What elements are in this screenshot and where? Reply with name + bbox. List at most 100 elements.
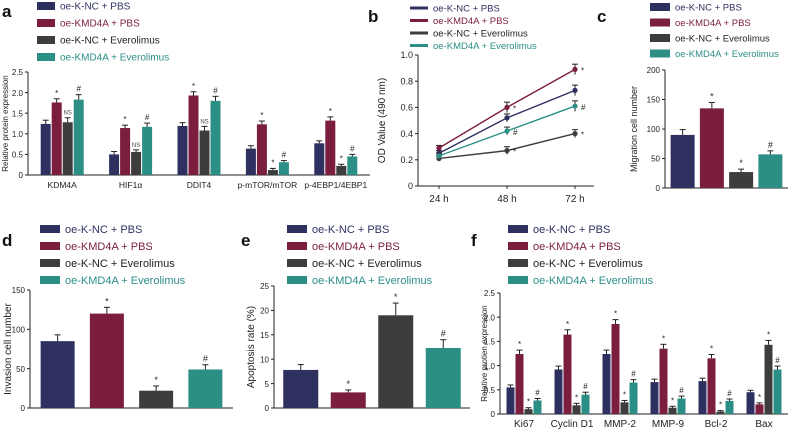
bar-kdm4a-s4 xyxy=(73,99,84,175)
y-tick-label: 0.5 xyxy=(12,151,24,160)
bar-ki67-s3 xyxy=(524,409,533,414)
bar-mmp-2-s3 xyxy=(620,402,629,414)
legend-swatch-2 xyxy=(37,19,55,27)
bar-bax-s3 xyxy=(764,344,773,414)
bar-bax-s2 xyxy=(755,404,764,414)
data-point xyxy=(504,148,510,154)
significance-mark: * xyxy=(154,375,158,385)
data-point xyxy=(436,153,442,159)
y-tick-label: 2.5 xyxy=(484,289,496,298)
legend-swatch-3 xyxy=(410,31,428,35)
legend-a: oe-K-NC + PBS oe-KMD4A + PBS oe-K-NC + Eve… xyxy=(37,2,169,64)
bar-hif1--s2 xyxy=(120,128,131,175)
legend-label-2: oe-KMD4A + PBS xyxy=(533,241,621,253)
significance-mark: * xyxy=(340,154,343,163)
legend-swatch-1 xyxy=(287,225,307,233)
bar-hif1--s1 xyxy=(109,154,120,175)
data-point xyxy=(572,87,578,93)
y-tick-label: 100 xyxy=(647,125,661,134)
x-tick-label: DDIT4 xyxy=(187,180,212,190)
significance-mark: # xyxy=(775,356,780,365)
legend-label-3: oe-K-NC + Everolimus xyxy=(65,258,175,270)
legend-swatch-1 xyxy=(40,225,60,233)
bar-group-4 xyxy=(758,154,783,188)
legend-swatch-4 xyxy=(37,53,55,61)
significance-mark: * xyxy=(271,158,274,167)
bar-hif1--s4 xyxy=(142,126,153,175)
bar-bax-s1 xyxy=(746,392,755,414)
bar-kdm4a-s1 xyxy=(40,123,51,175)
legend-label-4: oe-KMD4A + Everolimus xyxy=(60,53,169,64)
y-tick-label: 1.5 xyxy=(484,338,496,347)
panel-letter-f: f xyxy=(471,231,477,250)
y-tick-label: 50 xyxy=(16,365,25,374)
data-point xyxy=(436,145,442,151)
significance-mark: * xyxy=(614,310,617,319)
legend-swatch-3 xyxy=(40,259,60,267)
legend-swatch-4 xyxy=(287,276,307,284)
bar-mmp-2-s1 xyxy=(602,353,611,414)
significance-mark: # xyxy=(679,386,684,395)
significance-mark: * xyxy=(710,344,713,353)
significance-mark: * xyxy=(767,330,770,339)
legend-swatch-3 xyxy=(287,259,307,267)
data-point xyxy=(572,66,578,73)
y-tick-label: 100 xyxy=(12,326,26,335)
x-tick-label: Cyclin D1 xyxy=(551,419,594,430)
y-tick-label: 1.5 xyxy=(12,109,24,118)
significance-mark: NS xyxy=(132,143,140,149)
legend-label-4: oe-KMD4A + Everolimus xyxy=(312,275,433,287)
legend-swatch-4 xyxy=(410,44,428,47)
y-axis-label: Relative protien expression xyxy=(480,305,489,402)
significance-mark: * xyxy=(346,379,350,389)
y-tick-label: 0.8 xyxy=(400,76,413,86)
bar-cyclin-d1-s3 xyxy=(572,405,581,414)
significance-mark: * xyxy=(671,396,674,405)
significance-mark: * xyxy=(329,107,332,116)
panel-letter-a: a xyxy=(2,2,12,21)
significance-mark: # xyxy=(282,151,287,160)
y-tick-label: 1.0 xyxy=(12,130,24,139)
significance-mark: # xyxy=(768,140,773,150)
legend-e: oe-K-NC + PBS oe-KMD4A + PBS oe-K-NC + Eve… xyxy=(287,224,433,287)
significance-mark: # xyxy=(583,382,588,391)
bar-p-mtor-mtor-s1 xyxy=(245,148,256,175)
significance-mark: # xyxy=(213,86,218,95)
x-tick-label: p-4EBP1/4EBP1 xyxy=(304,180,367,190)
x-tick-label: p-mTOR/mTOR xyxy=(238,180,298,190)
bar-group-4 xyxy=(188,369,223,408)
legend-swatch-4 xyxy=(650,49,670,58)
x-tick-label: 24 h xyxy=(429,194,448,205)
y-tick-label: 0 xyxy=(19,171,24,180)
significance-mark: # xyxy=(513,128,518,137)
legend-swatch-3 xyxy=(650,34,670,42)
significance-mark: # xyxy=(535,389,540,398)
significance-mark: # xyxy=(350,144,355,153)
y-tick-label: 2.0 xyxy=(484,313,496,322)
y-tick-label: 0 xyxy=(656,184,661,193)
bar-mmp-9-s2 xyxy=(659,348,668,414)
bar-p-mtor-mtor-s2 xyxy=(256,124,267,175)
bar-p-4ebp1-4ebp1-s3 xyxy=(336,165,347,175)
y-tick-label: 0 xyxy=(408,181,413,191)
y-tick-label: 1.0 xyxy=(484,362,496,371)
legend-swatch-3 xyxy=(508,259,528,267)
legend-label-3: oe-K-NC + Everolimus xyxy=(433,28,528,39)
legend-label-4: oe-KMD4A + Everolimus xyxy=(65,275,186,287)
significance-mark: * xyxy=(710,91,714,101)
bar-mmp-2-s2 xyxy=(611,323,620,414)
bar-mmp-9-s3 xyxy=(668,407,677,414)
bar-ddit4-s3 xyxy=(199,130,210,175)
significance-mark: # xyxy=(76,85,81,94)
panel-letter-b: b xyxy=(368,7,378,26)
significance-mark: * xyxy=(719,401,722,410)
y-tick-label: 0.2 xyxy=(400,155,413,165)
y-tick-label: 25 xyxy=(260,282,269,291)
bar-group-2 xyxy=(89,313,124,408)
x-tick-label: Bax xyxy=(755,419,772,430)
legend-swatch-4 xyxy=(40,276,60,284)
bar-mmp-9-s1 xyxy=(650,382,659,414)
significance-mark: # xyxy=(203,354,208,364)
bar-hif1--s3 xyxy=(131,151,142,175)
